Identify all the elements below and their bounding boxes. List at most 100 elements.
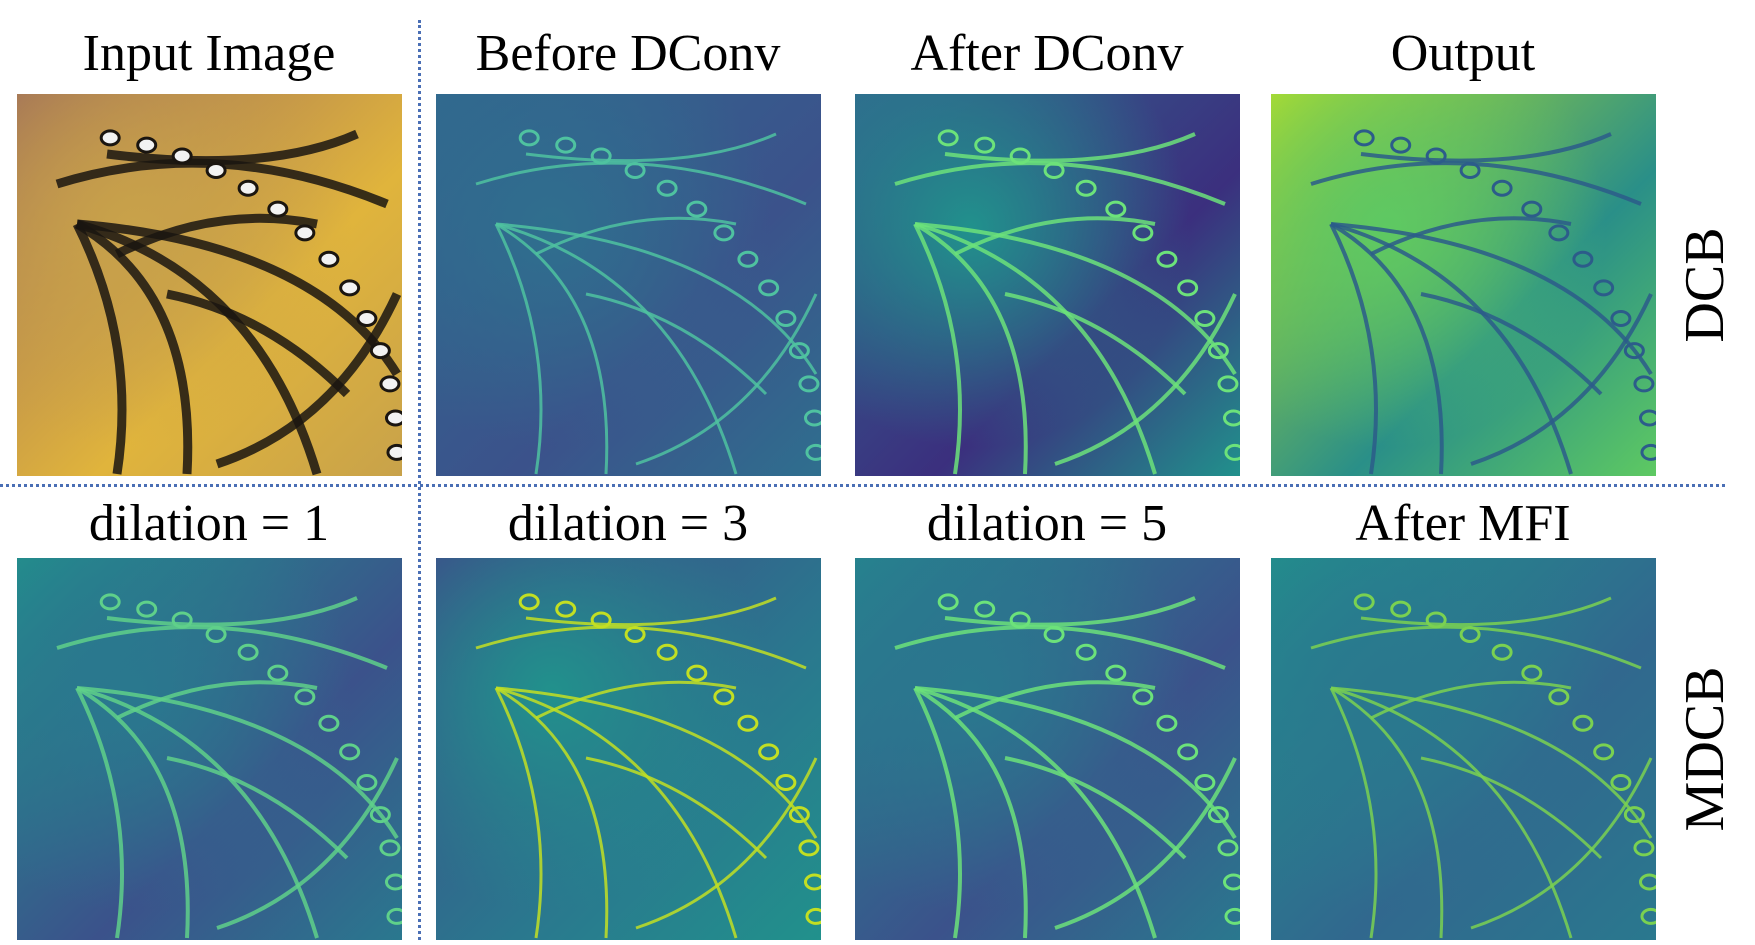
spot xyxy=(1491,643,1513,661)
vein xyxy=(1370,680,1572,720)
vein xyxy=(914,222,1237,376)
spot xyxy=(379,375,401,393)
vein xyxy=(914,222,1157,475)
feature-map xyxy=(17,558,402,940)
spot xyxy=(1207,342,1229,360)
vein xyxy=(954,216,1156,256)
spot xyxy=(99,129,121,147)
vein xyxy=(495,686,738,939)
spot xyxy=(1075,643,1097,661)
panel-title: dilation = 5 xyxy=(926,495,1168,552)
spot xyxy=(1043,625,1065,643)
vein xyxy=(475,625,807,670)
vein xyxy=(495,686,818,839)
vein xyxy=(1470,293,1653,466)
spot xyxy=(1521,200,1543,218)
vein xyxy=(1330,222,1573,475)
texture xyxy=(55,129,402,476)
spot xyxy=(518,129,540,147)
vein xyxy=(114,213,318,259)
feature-map xyxy=(1271,558,1656,940)
spot xyxy=(1623,342,1645,360)
vein xyxy=(1310,625,1642,670)
spot xyxy=(1572,714,1594,732)
spot xyxy=(1425,611,1447,629)
spot xyxy=(1638,409,1656,427)
vein xyxy=(216,757,399,930)
vein xyxy=(525,596,777,627)
vein xyxy=(1330,222,1653,376)
spot xyxy=(1548,688,1570,706)
spot xyxy=(1593,279,1615,297)
spot xyxy=(758,279,780,297)
spot xyxy=(267,200,289,218)
spot xyxy=(803,409,821,427)
vein xyxy=(585,756,768,860)
spot xyxy=(737,714,759,732)
vein xyxy=(1004,292,1187,396)
spot xyxy=(267,664,289,682)
spot xyxy=(1353,129,1375,147)
vein xyxy=(74,220,193,475)
spot xyxy=(1353,593,1375,611)
spot xyxy=(1224,907,1240,925)
spot xyxy=(1132,688,1154,706)
vein xyxy=(495,222,738,475)
panel-title: Before DConv xyxy=(475,25,781,82)
spot xyxy=(798,375,820,393)
spot xyxy=(237,643,259,661)
spot xyxy=(369,806,391,824)
vein xyxy=(1420,292,1603,396)
vein xyxy=(1329,687,1378,939)
spot xyxy=(788,806,810,824)
vein xyxy=(635,757,818,930)
vein xyxy=(75,687,124,939)
spot xyxy=(1222,409,1240,427)
spot xyxy=(99,593,121,611)
vein xyxy=(1330,686,1444,939)
row-label: MDCB xyxy=(1674,666,1736,832)
spot xyxy=(237,179,259,197)
spot xyxy=(356,309,378,327)
spot xyxy=(805,907,821,925)
separator xyxy=(0,484,1725,487)
vein xyxy=(944,596,1196,627)
spot xyxy=(1194,773,1216,791)
spot xyxy=(1593,743,1615,761)
spot xyxy=(713,224,735,242)
spot xyxy=(1459,625,1481,643)
spot xyxy=(1224,443,1240,461)
vein xyxy=(914,686,1157,939)
spot xyxy=(1638,873,1656,891)
spot xyxy=(1640,443,1656,461)
spot xyxy=(974,136,996,154)
vein xyxy=(1054,293,1237,466)
spot xyxy=(803,873,821,891)
spot xyxy=(624,625,646,643)
texture xyxy=(56,593,402,939)
spot xyxy=(136,136,158,154)
spot xyxy=(1105,200,1127,218)
vein xyxy=(495,222,818,375)
vein xyxy=(1329,223,1378,475)
spot xyxy=(379,839,401,857)
spot xyxy=(713,688,735,706)
spot xyxy=(1610,773,1632,791)
panel-title: After MFI xyxy=(1355,495,1571,552)
vein xyxy=(116,680,318,720)
vein xyxy=(1360,132,1612,163)
spot xyxy=(1105,664,1127,682)
vein xyxy=(1329,222,1444,475)
vein xyxy=(1360,596,1612,627)
spot xyxy=(686,664,708,682)
vein xyxy=(1470,757,1653,930)
spot xyxy=(1425,147,1447,165)
spot xyxy=(294,688,316,706)
spot xyxy=(1207,806,1229,824)
spot xyxy=(1009,147,1031,165)
vein xyxy=(894,625,1226,670)
vein xyxy=(106,129,359,166)
feature-map xyxy=(17,94,402,476)
spot xyxy=(937,593,959,611)
